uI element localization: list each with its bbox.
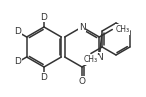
Text: CH₃: CH₃ [115,25,130,34]
Text: CH₃: CH₃ [84,55,98,65]
Text: D: D [41,13,47,22]
Text: N: N [96,52,103,61]
Text: N: N [79,23,85,32]
Text: D: D [15,28,21,36]
Text: O: O [79,77,86,85]
Text: D: D [15,58,21,67]
Text: D: D [41,72,47,81]
